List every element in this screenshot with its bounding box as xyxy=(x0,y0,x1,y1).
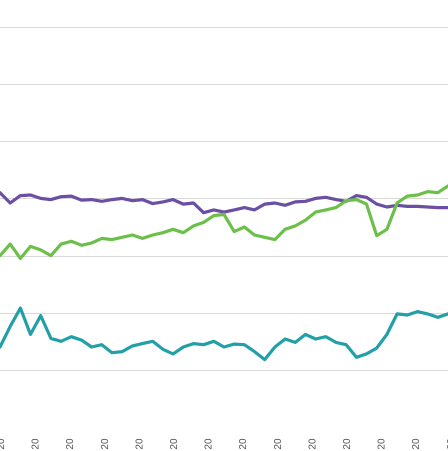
x-tick-label: 20 xyxy=(0,438,7,450)
gridlines xyxy=(0,27,448,371)
x-tick-label: 20 xyxy=(65,438,76,450)
x-tick-label: 20 xyxy=(377,438,388,450)
x-tick-label: 20 xyxy=(411,438,422,450)
x-tick-label: 20 xyxy=(134,438,145,450)
x-tick-label: 20 xyxy=(169,438,180,450)
series-lines xyxy=(0,184,448,362)
x-tick-label: 20 xyxy=(446,438,448,450)
series-line-0 xyxy=(0,191,448,215)
x-tick-label: 20 xyxy=(273,438,284,450)
x-tick-label: 20 xyxy=(307,438,318,450)
x-axis-tick-labels: 20 20 20 20 20 20 20 20 20 20 20 20 20 20 xyxy=(0,438,448,450)
x-tick-label: 20 xyxy=(31,438,42,450)
x-tick-label: 20 xyxy=(342,438,353,450)
series-line-2 xyxy=(0,306,448,362)
series-line-1 xyxy=(0,184,448,260)
x-tick-label: 20 xyxy=(100,438,111,450)
x-tick-label: 20 xyxy=(238,438,249,450)
x-tick-label: 20 xyxy=(204,438,215,450)
